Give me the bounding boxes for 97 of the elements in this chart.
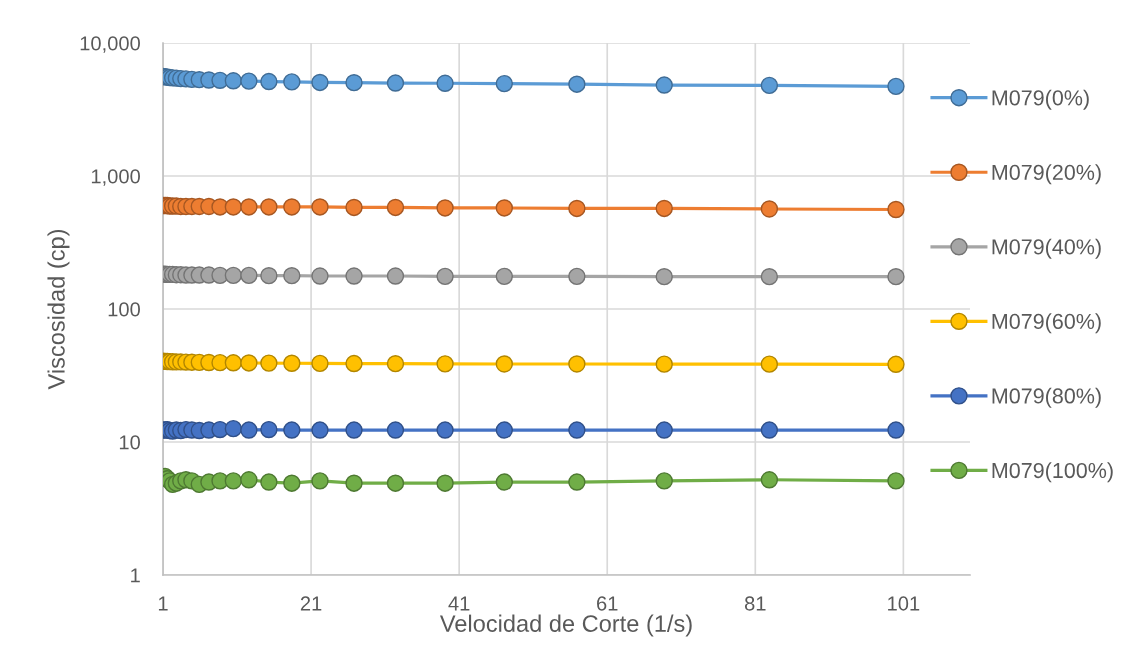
point: [224, 72, 243, 90]
point: [260, 420, 278, 439]
x-tick-label: 21: [300, 596, 322, 611]
point: [436, 474, 454, 492]
point: [311, 73, 329, 92]
point: [760, 471, 779, 489]
point: [568, 267, 586, 286]
point: [568, 355, 586, 373]
point: [283, 354, 301, 372]
point: [887, 200, 905, 219]
legend-label: M079(80%): [992, 387, 1101, 408]
y-tick-label: 1,000: [91, 169, 140, 186]
point: [386, 355, 405, 373]
point: [386, 421, 405, 439]
point: [655, 421, 673, 439]
point: [224, 419, 243, 438]
point: [345, 421, 363, 439]
point: [760, 355, 779, 373]
point: [260, 198, 278, 216]
x-tick-label: 101: [888, 596, 920, 611]
point: [345, 354, 363, 373]
point: [887, 77, 905, 96]
legend-label: M079(0%): [992, 89, 1089, 110]
point: [655, 76, 673, 94]
point: [760, 200, 779, 218]
point: [224, 472, 243, 490]
point: [655, 199, 673, 218]
point: [260, 354, 278, 372]
point: [283, 73, 301, 91]
point: [436, 267, 454, 286]
point: [224, 354, 243, 372]
point: [568, 421, 586, 439]
point: [345, 198, 363, 217]
point: [495, 355, 513, 373]
legend-label: M079(40%): [992, 238, 1101, 259]
point: [655, 267, 673, 286]
point: [283, 421, 301, 439]
y-tick-label: 10,000: [80, 36, 140, 53]
point: [311, 421, 329, 439]
point: [386, 474, 405, 492]
point: [283, 198, 301, 216]
point: [311, 354, 329, 373]
y-tick-label: 100: [108, 302, 140, 317]
x-tick-label: 41: [448, 596, 470, 611]
x-tick-label: 61: [597, 596, 618, 611]
point: [495, 74, 513, 93]
point: [311, 267, 329, 285]
y-axis-title: Viscosidad (cp): [47, 229, 70, 390]
point: [224, 266, 243, 285]
point: [311, 198, 329, 216]
point: [386, 74, 405, 92]
y-tick-label: 1: [131, 568, 140, 583]
point: [240, 266, 258, 285]
point: [260, 473, 278, 491]
x-tick-label: 81: [744, 596, 766, 611]
point: [495, 267, 513, 286]
point: [655, 472, 673, 490]
point: [283, 474, 301, 492]
point: [386, 267, 405, 285]
point: [568, 199, 586, 218]
x-tick-label: 1: [158, 596, 168, 611]
legend-label: M079(60%): [992, 313, 1101, 334]
point: [345, 74, 363, 92]
point: [240, 72, 258, 90]
point: [224, 198, 243, 216]
point: [495, 199, 513, 217]
point: [240, 354, 258, 372]
point: [887, 421, 905, 439]
point: [345, 267, 363, 285]
point: [283, 267, 301, 285]
point: [495, 421, 513, 439]
point: [311, 472, 329, 490]
point: [760, 267, 779, 286]
point: [436, 74, 454, 92]
point: [887, 267, 905, 286]
point: [887, 472, 905, 490]
legend-label: M079(100%): [992, 462, 1113, 483]
point: [760, 76, 779, 95]
point: [240, 421, 258, 439]
point: [436, 199, 454, 217]
point: [240, 471, 258, 489]
point: [760, 421, 779, 439]
point: [436, 355, 454, 373]
y-tick-label: 10: [119, 435, 140, 450]
point: [495, 473, 513, 491]
point: [260, 267, 278, 285]
point: [887, 355, 905, 373]
point: [240, 198, 258, 216]
point: [260, 72, 278, 91]
point: [345, 474, 363, 492]
legend-label: M079(20%): [992, 164, 1101, 185]
point: [568, 75, 586, 93]
point: [436, 421, 454, 439]
x-axis-title: Velocidad de Corte (1/s): [439, 614, 692, 637]
point: [568, 473, 586, 491]
point: [655, 355, 673, 373]
point: [386, 198, 405, 217]
